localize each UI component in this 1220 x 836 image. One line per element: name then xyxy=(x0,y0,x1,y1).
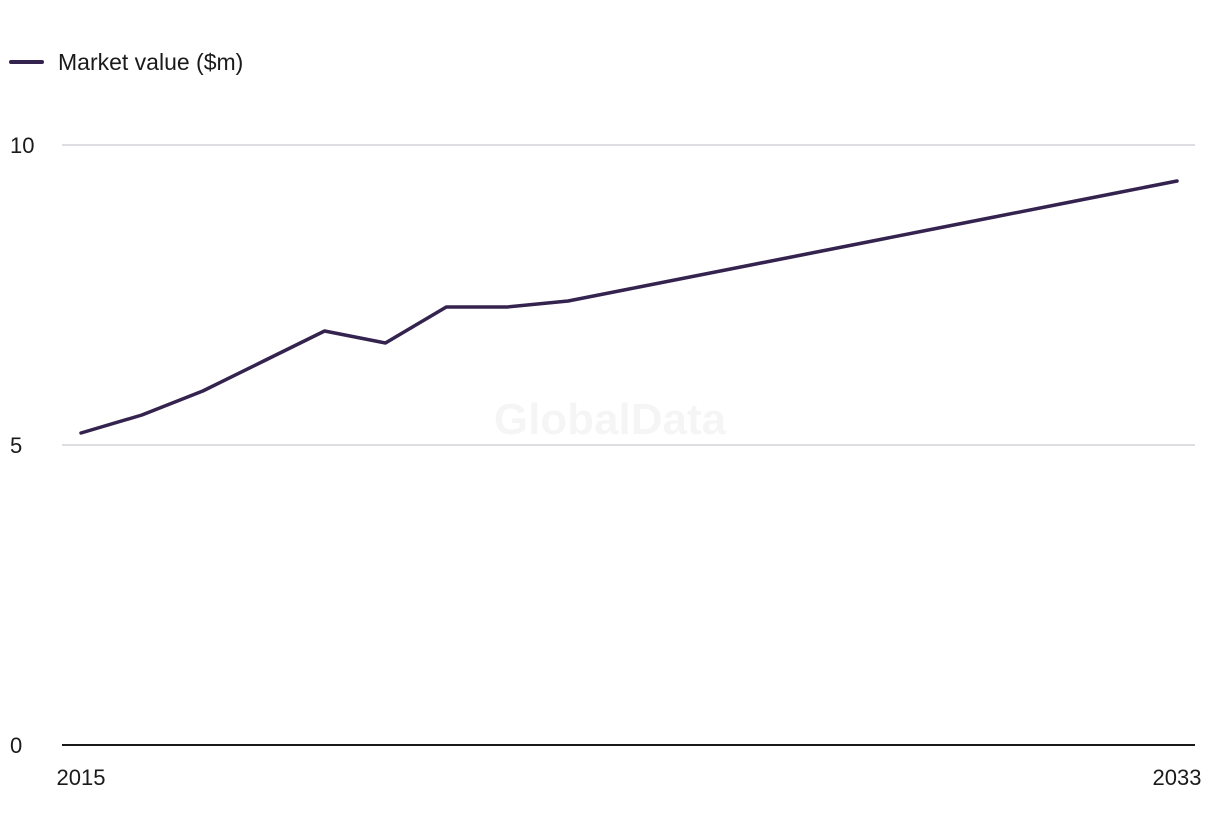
series-group xyxy=(79,179,1179,435)
data-point xyxy=(810,251,814,255)
data-point xyxy=(688,275,692,279)
y-axis-ticks: 0 5 10 xyxy=(10,133,34,758)
data-point xyxy=(383,341,387,345)
data-point xyxy=(323,329,327,333)
legend-label: Market value ($m) xyxy=(58,49,243,75)
data-point xyxy=(627,287,631,291)
data-point xyxy=(444,305,448,309)
watermark: GlobalData xyxy=(494,395,727,444)
data-point xyxy=(1114,191,1118,195)
x-axis-ticks: 2015 2033 xyxy=(57,765,1202,790)
data-point xyxy=(201,389,205,393)
data-point xyxy=(79,431,83,435)
data-point xyxy=(992,215,996,219)
data-point xyxy=(749,263,753,267)
data-point xyxy=(931,227,935,231)
data-point xyxy=(262,359,266,363)
y-tick-label: 5 xyxy=(10,433,22,458)
y-tick-label: 10 xyxy=(10,133,34,158)
gridlines xyxy=(62,144,1195,446)
data-point xyxy=(140,413,144,417)
data-point xyxy=(505,305,509,309)
x-tick-label: 2015 xyxy=(57,765,106,790)
series-line xyxy=(79,179,1179,435)
data-point xyxy=(1175,179,1179,183)
data-point xyxy=(566,299,570,303)
data-point xyxy=(871,239,875,243)
legend: Market value ($m) xyxy=(9,49,243,75)
x-tick-label: 2033 xyxy=(1153,765,1202,790)
y-tick-label: 0 xyxy=(10,733,22,758)
data-point xyxy=(1053,203,1057,207)
